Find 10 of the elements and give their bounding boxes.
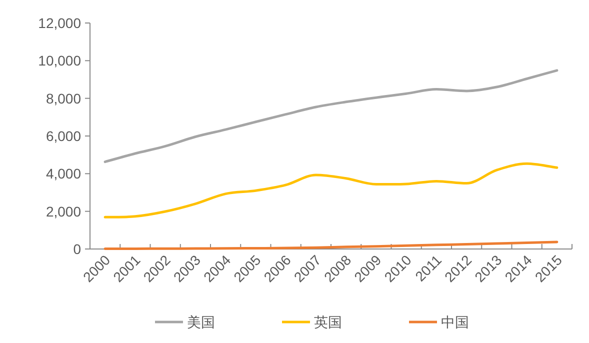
y-tick-label: 6,000 <box>46 128 82 144</box>
y-tick-label: 12,000 <box>38 15 82 31</box>
y-tick-label: 2,000 <box>46 203 82 220</box>
y-tick-label: 4,000 <box>46 166 82 182</box>
legend-label: 英国 <box>314 314 342 330</box>
y-tick-label: 10,000 <box>38 52 82 69</box>
y-tick-label: 8,000 <box>46 90 82 106</box>
legend-label: 中国 <box>441 314 469 330</box>
legend-label: 美国 <box>187 314 215 330</box>
y-tick-label: 0 <box>73 241 82 257</box>
